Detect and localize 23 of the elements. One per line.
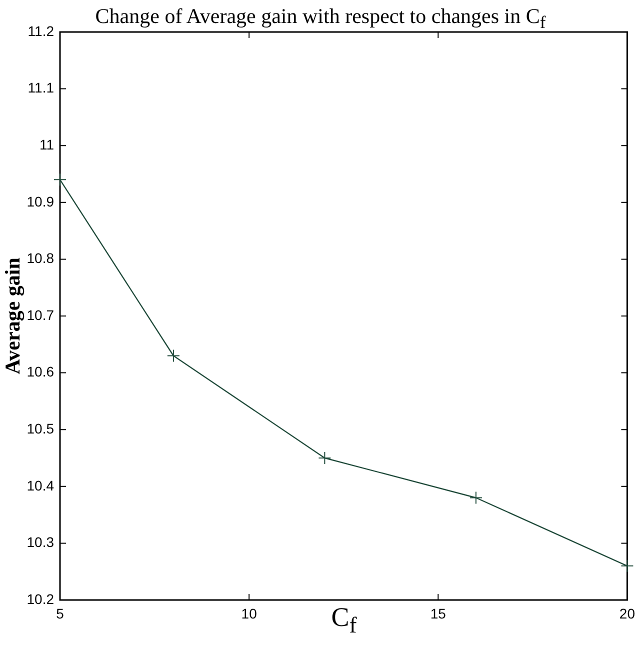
- point: [318, 452, 332, 464]
- point: [166, 349, 180, 362]
- y-axis-title: Average gain: [0, 258, 26, 374]
- y-tick-label: 10.3: [26, 534, 54, 550]
- x-tick-label: 15: [430, 605, 446, 622]
- y-tick-label: 10.4: [26, 477, 54, 494]
- point: [469, 491, 482, 504]
- y-tick-label: 10.9: [26, 193, 54, 210]
- x-axis-title: C$_{f}$: [331, 602, 357, 638]
- y-tick-label: 11: [39, 136, 54, 152]
- y-tick-label: 10.5: [26, 420, 54, 436]
- y-tick-label: 11.2: [28, 22, 54, 39]
- point: [620, 559, 634, 572]
- point: [54, 173, 66, 186]
- y-tick-label: 10.2: [26, 590, 54, 607]
- y-tick-label: 11.1: [28, 80, 54, 96]
- x-tick-label: 5: [56, 605, 64, 622]
- y-tick-label: 10.6: [26, 364, 54, 380]
- x-tick-label: 10: [241, 605, 258, 622]
- y-tick-label: 10.7: [26, 306, 54, 323]
- x-tick-label: 20: [619, 605, 636, 622]
- chart-title: Change of Average gain with respect to changes in C$_{f}$: [95, 4, 546, 32]
- y-tick-label: 10.8: [26, 250, 54, 266]
